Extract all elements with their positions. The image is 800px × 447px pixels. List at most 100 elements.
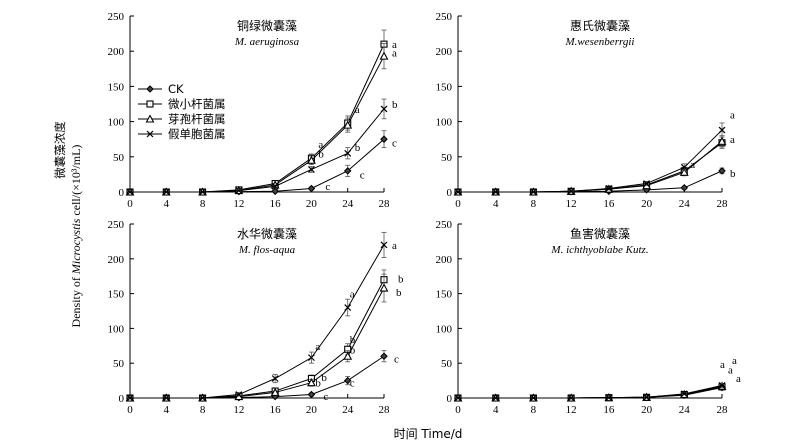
y-tick-label: 150 [108,289,125,301]
series-line [130,355,385,399]
x-tick-label: 16 [603,198,615,210]
significance-label: a [315,341,320,353]
x-tick-label: 0 [455,198,461,210]
x-tick-label: 24 [342,198,354,210]
y-tick-label: 200 [436,254,453,266]
legend-label: CK [168,82,184,96]
panel-4: 0 50 100 150 200 250 0 4 8 12 16 20 24 28 鱼害微囊藻 M. icht… [436,219,742,416]
x-tick-label: 16 [603,404,615,416]
y-tick-label: 200 [108,46,125,58]
data-point [199,394,206,402]
x-tick-label: 0 [455,404,461,416]
significance-label: c [394,353,399,365]
significance-label: b [315,378,321,390]
legend-label: 假单胞菌属 [168,127,226,141]
y-tick-label: 250 [108,219,125,231]
significance-label: b [730,168,736,180]
data-point [643,180,650,187]
legend-label: 微小杆菌属 [168,97,226,111]
significance-label: a [730,134,735,146]
data-point [680,163,688,171]
data-point [380,105,388,113]
x-tick-label: 8 [200,198,206,210]
series-diamond [126,130,388,196]
legend-marker [146,100,154,108]
data-point [271,375,279,382]
data-point [718,167,726,175]
series-line [458,140,723,193]
y-tick-label: 50 [113,152,125,164]
x-tick-label: 12 [566,404,577,416]
x-tick-label: 4 [164,404,170,416]
data-point [308,354,315,362]
x-tick-label: 20 [306,198,318,210]
data-point [718,126,726,134]
data-point [492,188,500,196]
significance-label: b [318,148,324,160]
significance-label: b [350,344,356,356]
data-point [454,188,462,196]
panel-subtitle: M.wesenberrgii [565,36,635,48]
data-point [380,241,388,249]
legend-item: 假单胞菌属 [138,127,226,141]
x-tick-label: 16 [270,404,282,416]
data-point [344,149,352,157]
x-tick-label: 28 [717,404,729,416]
x-tick-label: 8 [200,404,206,416]
data-point [343,351,353,360]
data-point [307,184,316,193]
x-tick-label: 28 [717,198,729,210]
y-tick-label: 100 [436,323,453,335]
x-tick-label: 0 [127,404,133,416]
panel-title: 惠氏微囊藻 [570,18,630,33]
y-tick-label: 50 [113,358,125,370]
data-point [162,188,170,196]
legend-item: 微小杆菌属 [138,97,226,111]
significance-label: b [321,372,327,384]
x-tick-label: 8 [531,404,537,416]
data-point [605,394,613,402]
series-cross [454,122,726,196]
x-tick-label: 24 [679,198,691,210]
data-point [567,187,575,195]
significance-label: a [720,359,725,371]
panel-3: 0 50 100 150 200 250 0 4 8 12 16 20 24 28 水华微囊藻 M. flos… [108,219,405,416]
significance-label: a [392,48,397,60]
significance-label: a [728,365,733,377]
data-point [270,387,280,396]
y-tick-label: 50 [441,358,453,370]
x-tick-label: 24 [342,404,354,416]
data-point [379,51,389,60]
y-tick-label: 200 [108,254,125,266]
series-cross [126,231,388,402]
y-tick-label: 100 [108,117,125,129]
significance-label: a [355,104,360,116]
panel-subtitle: M. ichthyoblabe Kutz. [550,244,648,256]
significance-label: a [392,240,397,252]
significance-label: c [350,378,355,390]
significance-label: b [392,99,398,111]
x-tick-label: 8 [531,198,537,210]
data-point [643,393,650,401]
x-tick-label: 28 [379,404,391,416]
y-tick-label: 250 [436,11,453,23]
y-axis-title: 微囊藻浓度 Density of Microcystis cell/(×10³/… [53,121,83,328]
significance-label: c [325,181,330,193]
series-cross [454,382,726,402]
panel-title: 鱼害微囊藻 [570,226,630,241]
x-tick-label: 28 [379,198,391,210]
significance-label: b [396,287,402,299]
y-tick-label: 250 [108,11,125,23]
series-line [458,129,723,193]
data-point [530,394,537,402]
y-tick-label: 50 [441,152,453,164]
panel-title: 水华微囊藻 [237,226,297,241]
y-tick-label: 250 [436,219,453,231]
data-point [343,167,352,175]
data-point [126,188,134,196]
data-point [307,390,316,399]
legend-marker [145,114,155,123]
data-point [679,167,689,176]
data-point [567,394,575,402]
